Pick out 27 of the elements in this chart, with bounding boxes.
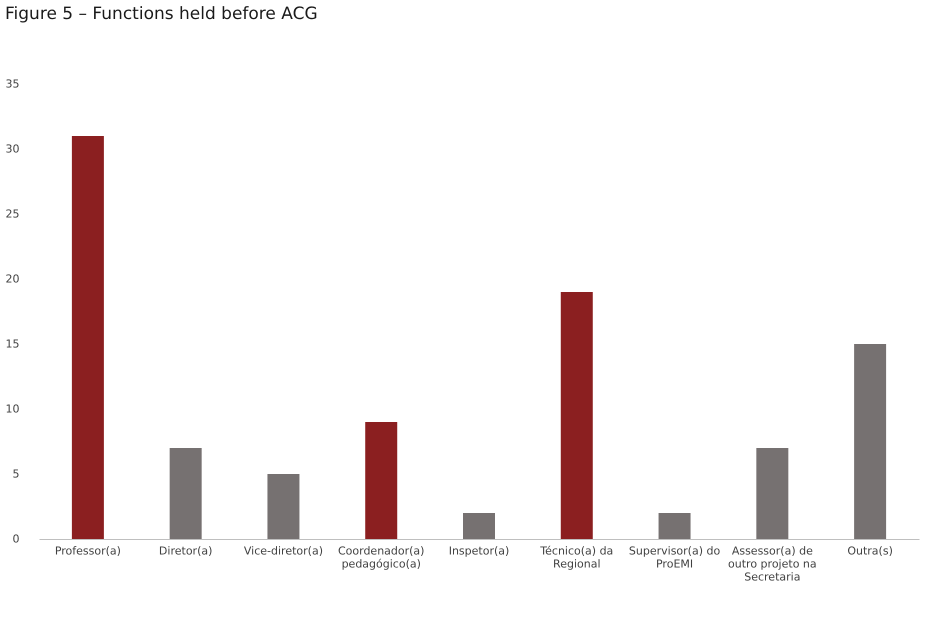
y-tick-label: 20 (6, 272, 20, 286)
x-tick-label: Inspetor(a) (448, 544, 510, 558)
bar (560, 292, 593, 539)
bar (72, 136, 104, 539)
x-tick-label: Outra(s) (847, 544, 893, 558)
x-tick-label: Diretor(a) (158, 544, 212, 558)
bar (854, 344, 886, 539)
bar (756, 448, 788, 539)
y-tick-label: 25 (6, 208, 20, 220)
bar (170, 448, 202, 539)
bar (365, 422, 398, 539)
x-tick-label: Assessor(a) de outro projeto na Secretaria (728, 544, 817, 584)
y-tick-label: 0 (12, 532, 20, 546)
chart-title: Figure 5 – Functions held before ACG (5, 4, 318, 24)
x-tick-label: Professor(a) (54, 544, 121, 558)
bar (658, 513, 691, 539)
y-tick-label: 35 (6, 78, 20, 90)
y-tick-label: 5 (12, 468, 20, 480)
x-tick-label: Coordenador(a) pedagógico(a) (338, 544, 424, 570)
x-tick-label: Técnico(a) da Regional (539, 544, 614, 570)
x-tick-label: Vice-diretor(a) (244, 544, 323, 558)
x-tick-label: Supervisor(a) do ProEMI (628, 544, 720, 570)
y-tick-label: 30 (6, 142, 20, 156)
y-tick-label: 10 (6, 402, 20, 416)
bar (463, 513, 495, 539)
y-tick-label: 15 (6, 338, 20, 350)
bar (267, 474, 300, 539)
